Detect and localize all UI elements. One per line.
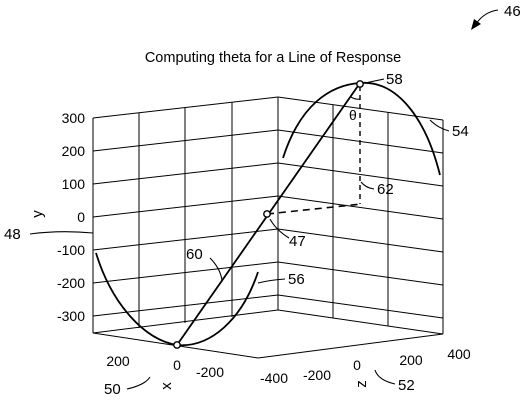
leader-47 (270, 219, 289, 238)
z-tick-label: 400 (447, 346, 471, 362)
ref-47: 47 (289, 233, 306, 250)
x-axis-label: x (158, 382, 175, 390)
leader-52 (375, 370, 395, 384)
ref-60: 60 (186, 246, 203, 263)
bottom-point (174, 342, 180, 348)
theta-arc (351, 97, 360, 99)
figure-number-arrow (476, 10, 498, 24)
y-tick-label: -100 (57, 242, 85, 258)
x-tick-label: 0 (173, 357, 181, 373)
point-58 (357, 81, 363, 87)
figure-number-arrowhead (471, 19, 481, 30)
y-tick-label: -200 (57, 275, 85, 291)
x-tick-label: -400 (260, 370, 288, 386)
leader-54 (430, 120, 449, 131)
y-tick-label: 300 (62, 110, 86, 126)
upper-detector-arc (283, 83, 440, 175)
y-tick-label: 200 (62, 143, 86, 159)
leader-50 (127, 377, 150, 389)
chart-title: Computing theta for a Line of Response (145, 50, 401, 66)
theta-symbol: θ (349, 107, 357, 123)
z-axis-label: z (353, 380, 370, 388)
leader-58 (365, 79, 384, 83)
center-point-47 (264, 211, 270, 217)
ref-48: 48 (4, 226, 21, 243)
y-tick-label: -300 (57, 308, 85, 324)
figure-number: 46 (504, 3, 521, 20)
ref-56: 56 (288, 271, 305, 288)
y-tick-label: 0 (77, 209, 85, 225)
x-tick-label: 200 (106, 353, 130, 369)
ref-62: 62 (377, 181, 394, 198)
z-tick-label: 200 (399, 352, 423, 368)
floor-grid (93, 310, 443, 358)
z-tick-labels: -200 0 200 400 (303, 346, 471, 383)
leader-56 (258, 279, 285, 283)
z-tick-label: -200 (303, 367, 331, 383)
leader-48 (30, 232, 93, 234)
ref-54: 54 (452, 123, 469, 140)
y-tick-label: 100 (62, 176, 86, 192)
x-tick-label: -200 (196, 364, 224, 380)
leader-62 (361, 182, 374, 189)
y-axis-label: y (29, 210, 46, 218)
z-tick-label: 0 (353, 357, 361, 373)
ref-58: 58 (386, 71, 403, 88)
ref-50: 50 (104, 381, 121, 398)
y-tick-labels: 300 200 100 0 -100 -200 -300 (57, 110, 85, 324)
ref-52: 52 (398, 377, 415, 394)
left-wall-grid (93, 97, 278, 333)
